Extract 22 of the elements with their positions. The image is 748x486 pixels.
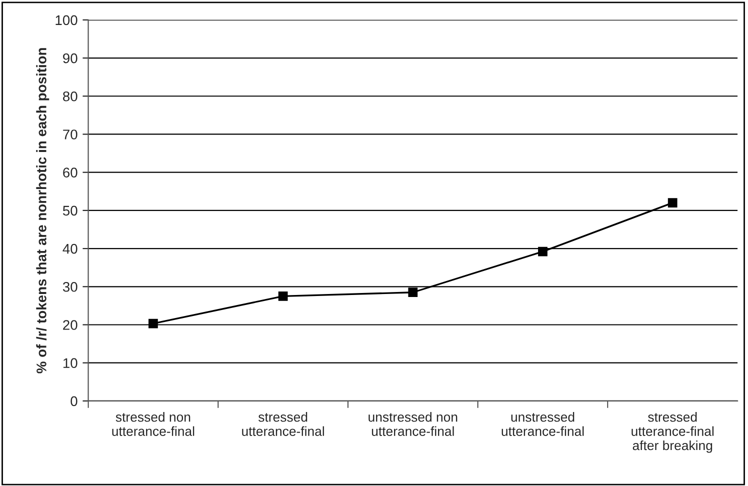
point [148, 318, 158, 328]
y-tick-label: 0 [70, 396, 78, 406]
y-tick-label: 40 [62, 244, 78, 254]
y-tick-label: 100 [56, 15, 78, 26]
point [278, 291, 288, 301]
y-tick-label: 20 [63, 320, 78, 330]
point [408, 288, 418, 298]
x-tick-label: stressed utterance-final after breaking [632, 412, 714, 453]
y-tick-label: 60 [63, 168, 78, 178]
y-axis-title: % of /r/ tokens that are nonrhotic in each position [36, 48, 50, 374]
point [668, 198, 678, 208]
y-tick-label: 90 [63, 53, 78, 64]
point [538, 246, 548, 256]
x-tick-label: unstressed utterance-final [502, 412, 584, 436]
x-tick-label: stressed utterance-final [242, 412, 324, 436]
y-tick-label: 10 [63, 358, 78, 368]
x-tick-label: stressed non utterance-final [112, 412, 194, 436]
y-tick-label: 70 [63, 130, 78, 140]
y-tick-label: 30 [62, 282, 78, 292]
x-tick-label: unstressed non utterance-final [368, 412, 458, 436]
y-tick-label: 80 [63, 91, 78, 102]
y-tick-label: 50 [62, 206, 78, 216]
